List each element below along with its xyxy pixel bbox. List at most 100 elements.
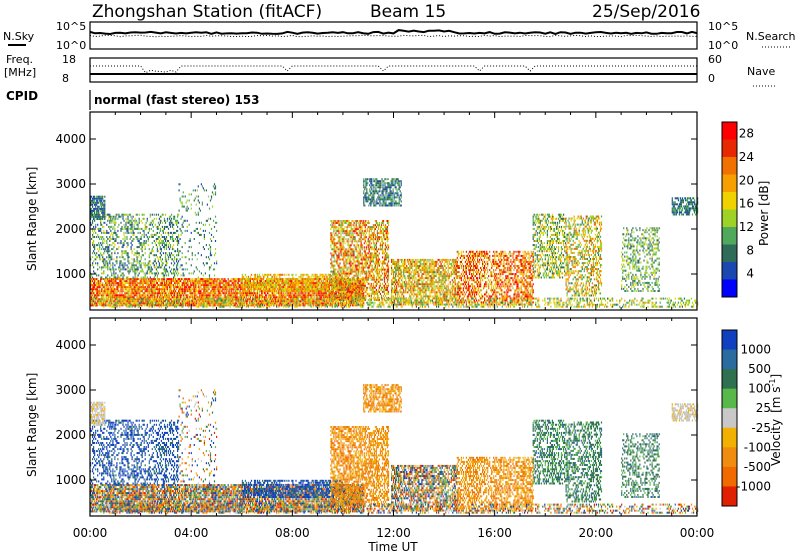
power-cell	[122, 266, 124, 269]
power-cell	[135, 252, 137, 255]
nsearch-label: N.Search	[746, 30, 796, 43]
power-cell	[169, 238, 172, 240]
power-cell	[204, 284, 206, 287]
power-cell	[165, 264, 168, 267]
power-cell	[160, 300, 162, 303]
power-cell	[272, 275, 274, 278]
power-cell	[114, 304, 116, 307]
power-cell	[93, 266, 95, 269]
power-cell	[103, 266, 105, 269]
power-cell	[160, 278, 162, 281]
power-cell	[127, 231, 129, 234]
power-cell	[281, 285, 283, 288]
power-cell	[162, 242, 164, 245]
power-cell	[298, 280, 300, 283]
power-cell	[96, 215, 98, 218]
power-cell	[322, 290, 324, 293]
power-cell	[167, 294, 170, 297]
power-cell	[270, 285, 272, 288]
power-cell	[152, 300, 154, 303]
power-cell	[202, 262, 204, 265]
power-cell	[200, 290, 202, 293]
power-cell	[165, 302, 168, 305]
power-cell	[270, 283, 272, 286]
power-cell	[96, 218, 98, 220]
power-cell	[189, 292, 191, 295]
power-cell	[273, 287, 275, 290]
power-cell	[146, 284, 148, 287]
power-cell	[95, 207, 97, 210]
power-cell	[182, 288, 184, 291]
power-cell	[193, 284, 195, 287]
power-cell	[97, 197, 99, 200]
power-cell	[116, 258, 118, 261]
power-cell	[94, 211, 96, 214]
power-cell	[168, 254, 171, 257]
power-cell	[344, 304, 347, 307]
power-cell	[96, 286, 98, 289]
power-cell	[244, 294, 246, 297]
power-cell	[249, 275, 251, 278]
power-cell	[169, 298, 172, 301]
power-cell	[104, 201, 106, 204]
power-cell	[297, 288, 299, 291]
power-cell	[208, 274, 211, 277]
power-cell	[165, 284, 168, 287]
power-cell	[152, 280, 154, 283]
power-cell	[318, 278, 320, 281]
power-cell	[309, 278, 311, 281]
power-cell	[227, 286, 229, 289]
power-cell	[176, 294, 178, 297]
power-cell	[94, 209, 96, 212]
power-cell	[293, 298, 295, 301]
power-cell	[137, 300, 139, 303]
power-cell	[149, 268, 151, 271]
power-cell	[166, 304, 169, 307]
power-cell	[124, 290, 126, 293]
power-cell	[204, 292, 206, 295]
power-cell	[152, 290, 154, 293]
power-cell	[118, 266, 120, 269]
power-cell	[277, 282, 279, 285]
power-cell	[214, 221, 217, 224]
power-cell	[156, 286, 158, 289]
power-cell	[216, 304, 218, 307]
power-cell	[101, 217, 103, 220]
cpid-text: normal (fast stereo) 153	[94, 93, 260, 107]
power-cell	[205, 296, 207, 299]
power-cell	[316, 288, 318, 291]
power-cell	[291, 300, 293, 303]
power-cell	[129, 298, 131, 301]
power-cell	[286, 294, 288, 297]
power-cell	[268, 296, 270, 299]
power-cell	[161, 221, 163, 224]
power-cell	[309, 294, 311, 297]
power-cell	[96, 195, 98, 198]
power-cell	[256, 273, 259, 276]
power-cell	[230, 284, 232, 287]
power-cell	[208, 278, 210, 281]
power-cell	[292, 280, 294, 283]
power-cell	[256, 287, 259, 290]
power-cell	[176, 266, 178, 269]
power-cell	[163, 242, 166, 245]
power-cell	[229, 286, 231, 289]
power-cell	[99, 256, 101, 259]
power-cell	[186, 300, 188, 303]
power-cell	[94, 300, 96, 303]
power-cell	[169, 304, 172, 307]
power-cell	[274, 298, 276, 301]
power-cell	[344, 286, 347, 289]
power-cell	[194, 290, 196, 293]
power-cell	[147, 292, 149, 295]
power-cell	[246, 284, 248, 287]
power-cell	[165, 244, 168, 247]
power-cell	[97, 256, 99, 259]
power-cell	[235, 290, 237, 293]
power-cell	[203, 282, 205, 285]
power-cell	[280, 283, 282, 286]
power-cell	[96, 236, 98, 238]
power-cell	[147, 240, 149, 242]
power-cell	[165, 225, 168, 228]
power-cell	[158, 290, 160, 293]
